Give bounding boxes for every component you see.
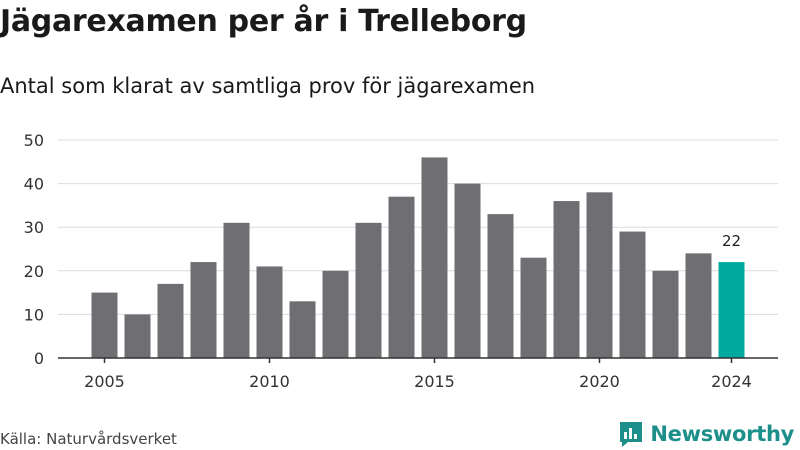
bar bbox=[289, 301, 316, 358]
x-tick-label: 2024 bbox=[711, 372, 752, 391]
y-tick-label: 30 bbox=[24, 218, 44, 237]
x-tick-label: 2020 bbox=[579, 372, 620, 391]
y-tick-label: 40 bbox=[24, 175, 44, 194]
bar-chart: 0 10 20 30 40 50 22 2005 2010 2015 2020 2024 bbox=[24, 131, 778, 391]
chart-title: Jägarexamen per år i Trelleborg bbox=[0, 4, 527, 39]
bar bbox=[256, 266, 283, 358]
bar bbox=[124, 314, 151, 358]
x-tick-label: 2005 bbox=[84, 372, 125, 391]
y-tick-label: 10 bbox=[24, 305, 44, 324]
bar bbox=[619, 231, 646, 358]
source-note: Källa: Naturvårdsverket bbox=[0, 430, 177, 448]
bar bbox=[553, 201, 580, 358]
bar bbox=[685, 253, 712, 358]
data-label: 22 bbox=[722, 232, 741, 250]
bar bbox=[355, 222, 382, 358]
bar bbox=[190, 262, 217, 358]
bar bbox=[223, 222, 250, 358]
brand-logo: Newsworthy bbox=[618, 420, 794, 448]
bar bbox=[157, 283, 184, 358]
bar-chart-logo-icon bbox=[620, 422, 643, 447]
bar bbox=[652, 270, 679, 358]
bar bbox=[487, 214, 514, 358]
bar bbox=[322, 270, 349, 358]
y-tick-label: 50 bbox=[24, 131, 44, 150]
bar bbox=[454, 183, 481, 358]
bar bbox=[520, 257, 547, 358]
y-tick-label: 0 bbox=[34, 349, 44, 368]
x-tick-label: 2010 bbox=[249, 372, 290, 391]
bar bbox=[91, 292, 118, 358]
bar bbox=[388, 196, 415, 358]
y-tick-label: 20 bbox=[24, 262, 44, 281]
bar-highlight bbox=[718, 262, 745, 358]
x-tick-label: 2015 bbox=[414, 372, 455, 391]
bar bbox=[586, 192, 613, 358]
chart-subtitle: Antal som klarat av samtliga prov för jä… bbox=[0, 74, 536, 98]
brand-name: Newsworthy bbox=[650, 422, 794, 446]
bar bbox=[421, 157, 448, 358]
